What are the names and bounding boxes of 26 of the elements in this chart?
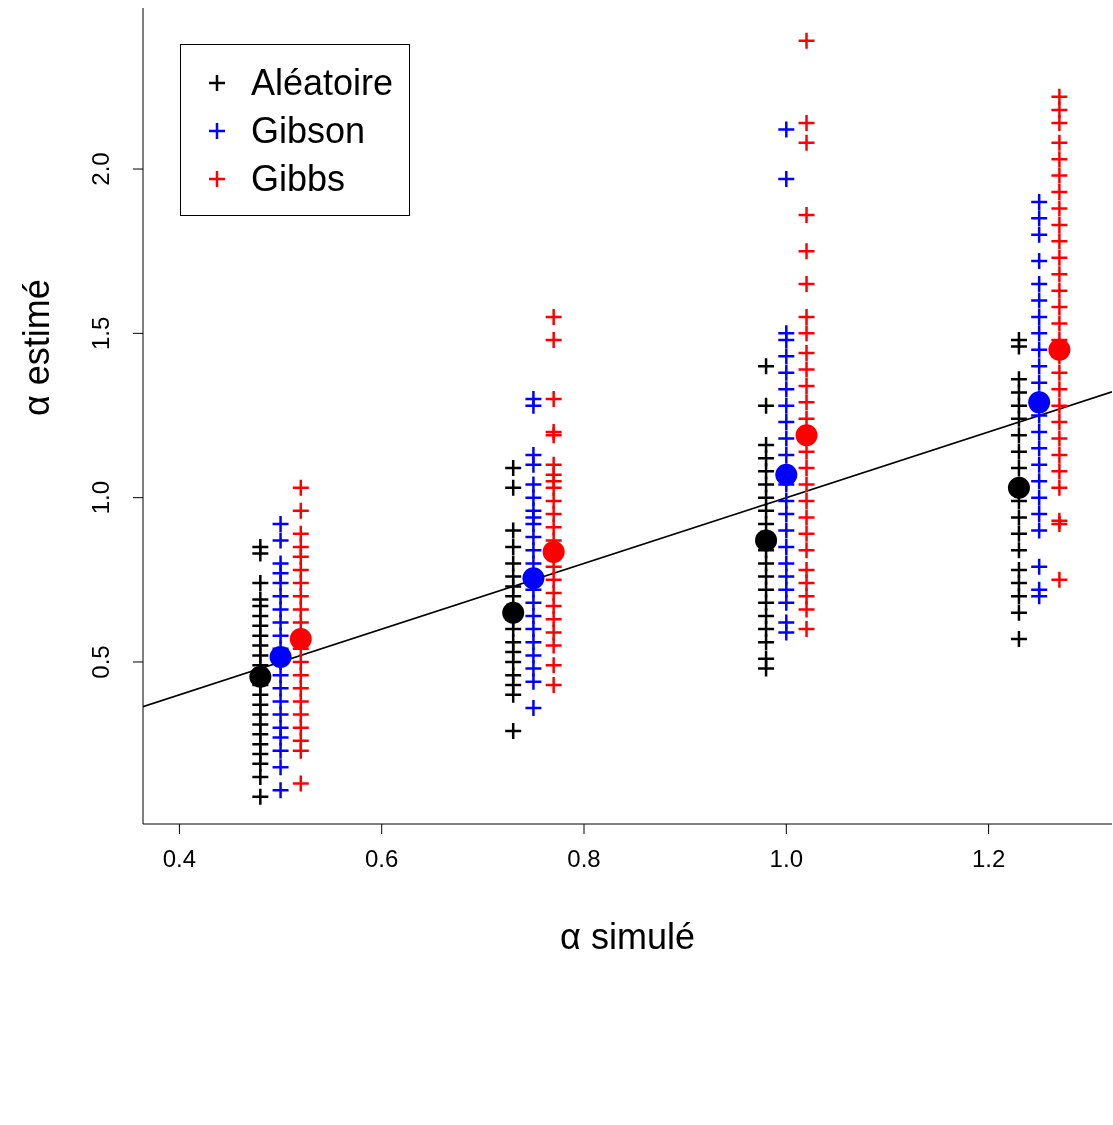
point [1007,476,1030,499]
y-tick-label: 2.0 [87,152,114,186]
x-tick-label: 1.0 [769,845,803,873]
legend-label: Gibbs [251,158,346,200]
x-tick-label: 1.2 [971,845,1006,873]
x-tick-label: 0.8 [567,845,601,873]
point [795,424,818,447]
point [269,646,292,669]
point [249,665,272,688]
legend-label: Aléatoire [251,62,394,104]
y-tick-label: 1.0 [87,480,114,515]
point [522,567,545,590]
point [502,601,525,624]
x-tick-label: 0.6 [365,845,399,873]
point [542,540,565,563]
point [289,627,312,650]
legend-label: Gibson [251,110,366,152]
x-tick-label: 0.4 [162,845,197,873]
point [1048,338,1071,361]
x-axis-title: α simulé [560,916,695,957]
point [775,463,798,486]
y-tick-label: 0.5 [87,645,114,679]
point [1028,391,1051,414]
y-tick-label: 1.5 [87,316,114,351]
y-axis-title: α estimé [15,279,57,416]
point [755,529,778,552]
